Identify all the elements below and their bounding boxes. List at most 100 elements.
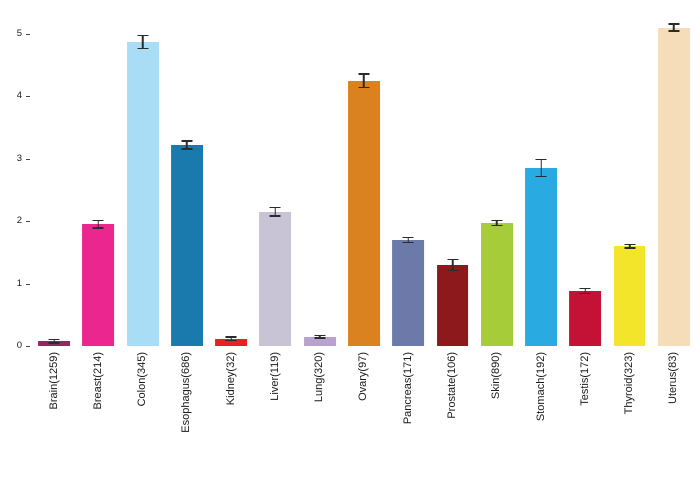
x-tick-label: Stomach(192) bbox=[534, 352, 547, 422]
error-bar bbox=[225, 336, 237, 342]
error-bar-line bbox=[141, 34, 144, 50]
y-tick-label: 0 bbox=[16, 340, 22, 351]
error-bar bbox=[491, 219, 503, 227]
error-bar-line bbox=[540, 158, 542, 178]
error-bar-cap-top bbox=[402, 236, 414, 239]
error-bar-line bbox=[451, 258, 454, 272]
bar-esophagus bbox=[170, 144, 203, 346]
bar-ovary bbox=[348, 80, 380, 346]
bar-skin bbox=[480, 223, 513, 346]
error-bar bbox=[668, 23, 680, 32]
error-bar-cap-top bbox=[48, 338, 60, 341]
x-label-cell: Stomach(192) bbox=[519, 352, 563, 476]
bar-kidney bbox=[215, 338, 248, 346]
error-bar-cap-bottom bbox=[269, 215, 281, 217]
bar-breast bbox=[82, 224, 115, 346]
error-bar-cap-bottom bbox=[579, 292, 591, 295]
error-bar-cap-top bbox=[314, 334, 326, 337]
error-bar-cap-bottom bbox=[48, 342, 60, 344]
bar-slot bbox=[76, 12, 120, 346]
bar-liver bbox=[259, 211, 292, 346]
error-bar-cap-top bbox=[624, 243, 636, 246]
x-tick-label: Skin(890) bbox=[490, 352, 503, 400]
error-bar-line bbox=[407, 236, 409, 243]
x-label-cell: Testis(172) bbox=[563, 352, 607, 476]
bar-slot bbox=[430, 12, 474, 346]
x-label-cell: Esophagus(686) bbox=[165, 352, 209, 476]
x-tick-label: Brain(1259) bbox=[47, 352, 60, 410]
x-label-cell: Skin(890) bbox=[475, 352, 519, 476]
error-bar-cap-bottom bbox=[358, 86, 370, 89]
bar-slot bbox=[475, 12, 519, 346]
error-bar-cap-bottom bbox=[491, 224, 503, 227]
error-bar-cap-top bbox=[92, 219, 104, 222]
error-bar bbox=[269, 206, 281, 217]
error-bar-cap-top bbox=[358, 73, 370, 75]
error-bar-cap-top bbox=[181, 140, 193, 142]
bar-slot bbox=[563, 12, 607, 346]
error-bar-cap-top bbox=[535, 158, 547, 161]
error-bar-cap-top bbox=[269, 206, 281, 209]
error-bar-cap-top bbox=[579, 287, 591, 290]
error-bar-cap-bottom bbox=[92, 227, 104, 229]
x-tick-label: Thyroid(323) bbox=[623, 352, 636, 415]
error-bar-cap-bottom bbox=[137, 47, 149, 50]
bar-lung bbox=[303, 336, 336, 346]
error-bar bbox=[48, 338, 60, 344]
bar-stomach bbox=[525, 168, 557, 346]
x-label-cell: Liver(119) bbox=[253, 352, 297, 476]
error-bar-cap-bottom bbox=[668, 30, 680, 32]
error-bar-cap-bottom bbox=[624, 247, 636, 249]
error-bar-cap-bottom bbox=[225, 339, 237, 342]
bar-testis bbox=[569, 291, 602, 346]
x-tick-label: Breast(214) bbox=[91, 352, 104, 410]
error-bar-line bbox=[53, 338, 55, 344]
error-bar-line bbox=[673, 23, 675, 32]
y-tick-mark bbox=[26, 221, 30, 223]
bar-slot bbox=[607, 12, 651, 346]
y-tick-mark bbox=[26, 283, 30, 285]
x-label-cell: Pancreas(171) bbox=[386, 352, 430, 476]
error-bar-cap-bottom bbox=[535, 175, 547, 178]
x-tick-label: Kidney(32) bbox=[224, 352, 237, 406]
error-bar-cap-bottom bbox=[181, 148, 193, 150]
bar-slot bbox=[121, 12, 165, 346]
error-bar-line bbox=[186, 140, 188, 150]
y-tick-label: 4 bbox=[16, 90, 22, 102]
y-tick-label: 2 bbox=[16, 215, 22, 227]
y-tick-label: 1 bbox=[16, 277, 22, 289]
bar-slot bbox=[32, 12, 76, 346]
bar-slot bbox=[652, 12, 696, 346]
error-bar-line bbox=[628, 243, 631, 249]
error-bar-cap-bottom bbox=[314, 337, 326, 339]
x-tick-label: Ovary(97) bbox=[357, 352, 370, 401]
plot-area bbox=[32, 12, 696, 346]
x-label-cell: Ovary(97) bbox=[342, 352, 386, 476]
x-tick-label: Uterus(83) bbox=[667, 352, 680, 404]
error-bar-cap-top bbox=[491, 219, 503, 222]
error-bar bbox=[402, 236, 414, 243]
bar-slot bbox=[386, 12, 430, 346]
x-tick-label: Testis(172) bbox=[578, 352, 591, 406]
bar-slot bbox=[298, 12, 342, 346]
x-label-cell: Kidney(32) bbox=[209, 352, 253, 476]
error-bar bbox=[181, 140, 193, 150]
error-bar-cap-bottom bbox=[402, 241, 414, 243]
bar-pancreas bbox=[392, 239, 425, 346]
x-tick-label: Lung(320) bbox=[313, 352, 326, 403]
error-bar-cap-top bbox=[137, 34, 149, 36]
y-tick-label: 3 bbox=[16, 152, 22, 164]
x-tick-label: Prostate(106) bbox=[446, 352, 459, 419]
y-tick-mark bbox=[26, 33, 30, 35]
error-bar-line bbox=[274, 206, 277, 217]
error-bar-line bbox=[496, 219, 498, 227]
bar-prostate bbox=[436, 264, 469, 346]
error-bar-cap-bottom bbox=[447, 269, 459, 272]
error-bar-cap-top bbox=[447, 258, 459, 261]
bar-uterus bbox=[657, 27, 690, 346]
bar-slot bbox=[209, 12, 253, 346]
error-bar-line bbox=[97, 219, 100, 229]
error-bar bbox=[358, 73, 370, 89]
bar-slot bbox=[342, 12, 386, 346]
